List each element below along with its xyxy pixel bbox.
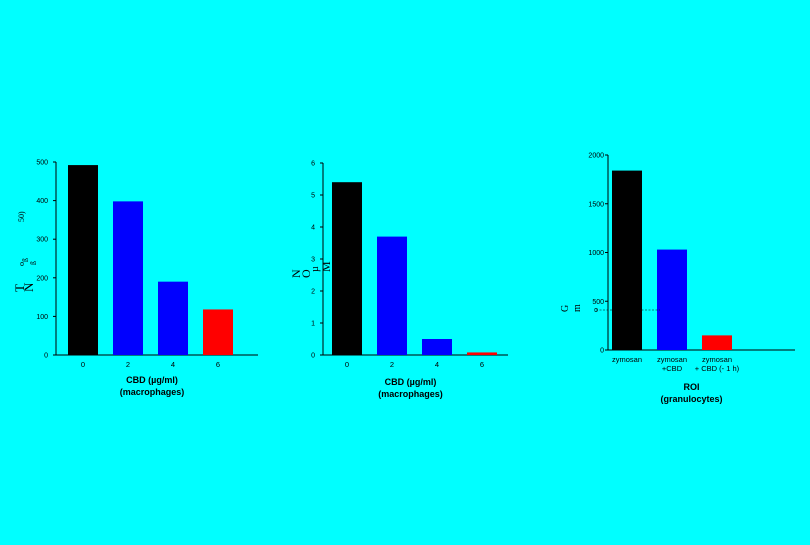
x-tick-label: zymosan xyxy=(702,355,732,364)
x-axis-label: CBD (µg/ml) xyxy=(385,377,437,387)
bar xyxy=(158,281,188,355)
x-axis-label-sub: (macrophages) xyxy=(378,389,443,399)
bar xyxy=(657,249,687,350)
x-tick-label: 0 xyxy=(345,360,349,369)
x-axis-label-sub: (granulocytes) xyxy=(660,394,722,404)
y-tick-label: 300 xyxy=(36,237,48,244)
y-axis-label-fragment: m xyxy=(572,304,583,312)
bar xyxy=(467,352,497,355)
y-axis-label-fragment: G xyxy=(560,305,571,312)
x-tick-label: 2 xyxy=(126,360,130,369)
bar xyxy=(113,201,143,355)
x-tick-label: +CBD xyxy=(662,364,683,373)
y-tick-label: 2000 xyxy=(588,153,604,160)
y-tick-label: 0 xyxy=(311,353,315,360)
bar xyxy=(332,182,362,355)
x-axis-label: ROI xyxy=(683,382,699,392)
y-tick-label: 1000 xyxy=(588,250,604,257)
y-tick-label: 6 xyxy=(311,161,315,168)
x-tick-label: 6 xyxy=(216,360,220,369)
x-tick-label: zymosan xyxy=(612,355,642,364)
x-tick-label: 6 xyxy=(480,360,484,369)
bar xyxy=(377,236,407,355)
y-axis-label-fragment: ß xyxy=(29,261,38,265)
y-axis-label-fragment: o xyxy=(591,308,600,312)
y-tick-label: 1 xyxy=(311,321,315,328)
y-tick-label: 0 xyxy=(600,348,604,355)
y-tick-label: 0 xyxy=(44,353,48,360)
y-tick-label: 100 xyxy=(36,314,48,321)
x-axis-label-sub: (macrophages) xyxy=(120,387,185,397)
y-axis-label-fragment: 50) xyxy=(17,211,26,222)
bar xyxy=(702,335,732,350)
y-tick-label: 3 xyxy=(311,257,315,264)
y-axis-label-fragment: N xyxy=(289,269,303,278)
y-axis-label-fragment: ß xyxy=(21,258,30,262)
y-axis-label-fragment: M xyxy=(319,261,333,272)
bar xyxy=(68,165,98,355)
y-tick-label: 400 xyxy=(36,198,48,205)
x-axis-label: CBD (µg/ml) xyxy=(126,375,178,385)
y-tick-label: 200 xyxy=(36,275,48,282)
y-axis-label-fragment: µ xyxy=(310,266,321,272)
y-axis-label-fragment: o xyxy=(17,262,26,266)
y-tick-label: 500 xyxy=(592,299,604,306)
y-axis-label-fragment: N xyxy=(21,282,36,292)
x-tick-label: 4 xyxy=(435,360,439,369)
x-tick-label: 0 xyxy=(81,360,85,369)
x-tick-label: 2 xyxy=(390,360,394,369)
x-tick-label: + CBD (- 1 h) xyxy=(695,364,740,373)
y-tick-label: 1500 xyxy=(588,201,604,208)
bar xyxy=(612,170,642,350)
y-axis-label-fragment: T xyxy=(12,284,27,292)
bar xyxy=(203,309,233,355)
x-tick-label: zymosan xyxy=(657,355,687,364)
y-tick-label: 4 xyxy=(311,225,315,232)
y-axis-label-fragment: O xyxy=(299,269,313,278)
x-tick-label: 4 xyxy=(171,360,175,369)
bar xyxy=(422,339,452,355)
y-tick-label: 2 xyxy=(311,289,315,296)
y-tick-label: 5 xyxy=(311,193,315,200)
y-tick-label: 500 xyxy=(36,160,48,167)
